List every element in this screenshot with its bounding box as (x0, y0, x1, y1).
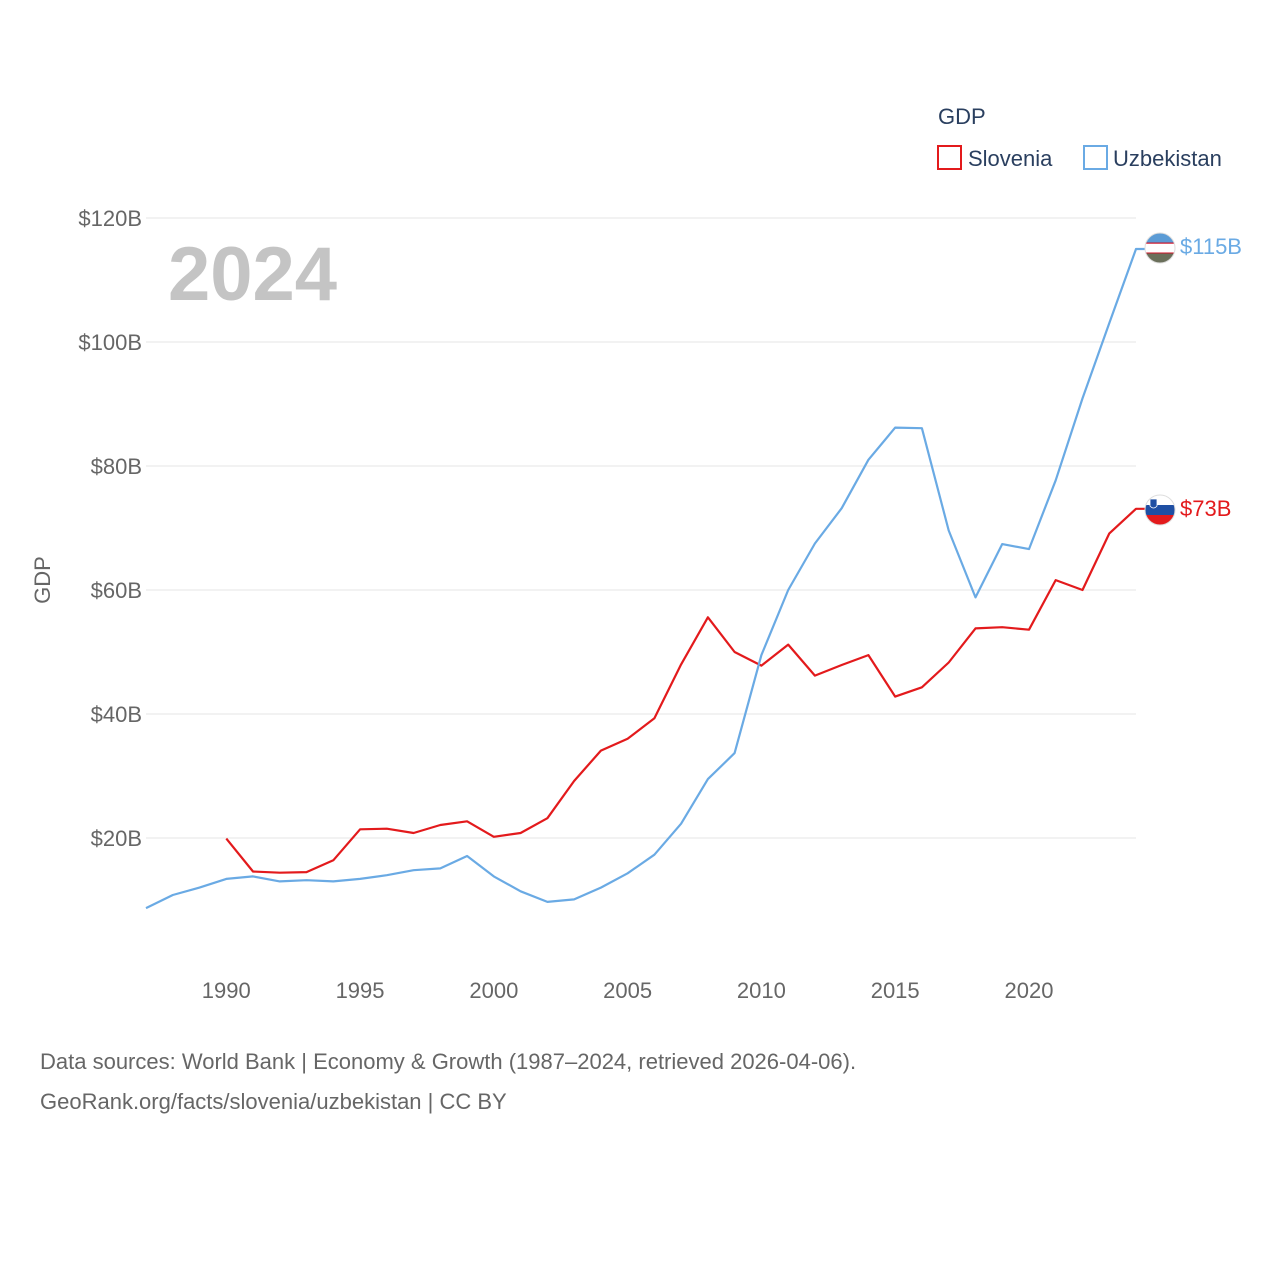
legend-label-uzbekistan: Uzbekistan (1113, 146, 1222, 171)
x-tick-label: 2020 (1004, 978, 1053, 1003)
legend-item-slovenia[interactable]: Slovenia (937, 145, 1053, 171)
x-tick-label: 2000 (469, 978, 518, 1003)
legend-label-slovenia: Slovenia (968, 146, 1053, 171)
x-tick-label: 2005 (603, 978, 652, 1003)
x-tick-label: 1990 (202, 978, 251, 1003)
source-footer: Data sources: World Bank | Economy & Gro… (40, 1042, 856, 1122)
uzbekistan-end-label: $115B (1180, 234, 1242, 259)
slovenia-flag-icon (1144, 494, 1176, 526)
legend-item-uzbekistan[interactable]: Uzbekistan (1083, 145, 1222, 171)
legend: GDP Slovenia Uzbekistan (937, 104, 1222, 171)
series-lines (145, 247, 1145, 910)
x-tick-label: 1995 (336, 978, 385, 1003)
slovenia-end-label: $73B (1180, 496, 1231, 521)
series-line-slovenia[interactable] (225, 507, 1145, 874)
source-line-2: GeoRank.org/facts/slovenia/uzbekistan | … (40, 1089, 507, 1114)
legend-swatch-slovenia (937, 145, 962, 170)
x-tick-label: 2015 (871, 978, 920, 1003)
y-tick-label: $120B (78, 206, 142, 231)
series-line-uzbekistan[interactable] (145, 247, 1145, 910)
legend-swatch-uzbekistan (1083, 145, 1108, 170)
x-tick-label: 2010 (737, 978, 786, 1003)
x-axis-ticks: 1990 1995 2000 2005 2010 2015 2020 (202, 978, 1054, 1003)
y-tick-label: $80B (91, 454, 142, 479)
y-tick-label: $20B (91, 826, 142, 851)
legend-title: GDP (938, 104, 986, 129)
gridlines (146, 217, 1136, 839)
y-axis-ticks: $20B $40B $60B $80B $100B $120B (78, 206, 142, 851)
uzbekistan-flag-icon (1144, 232, 1176, 264)
y-axis-label: GDP (30, 556, 55, 604)
y-tick-label: $60B (91, 578, 142, 603)
source-line-1: Data sources: World Bank | Economy & Gro… (40, 1049, 857, 1074)
year-label: 2024 (168, 232, 337, 317)
y-tick-label: $100B (78, 330, 142, 355)
y-tick-label: $40B (91, 702, 142, 727)
gdp-line-chart: $20B $40B $60B $80B $100B $120B 1990 1995 2000 2… (30, 104, 1242, 1003)
